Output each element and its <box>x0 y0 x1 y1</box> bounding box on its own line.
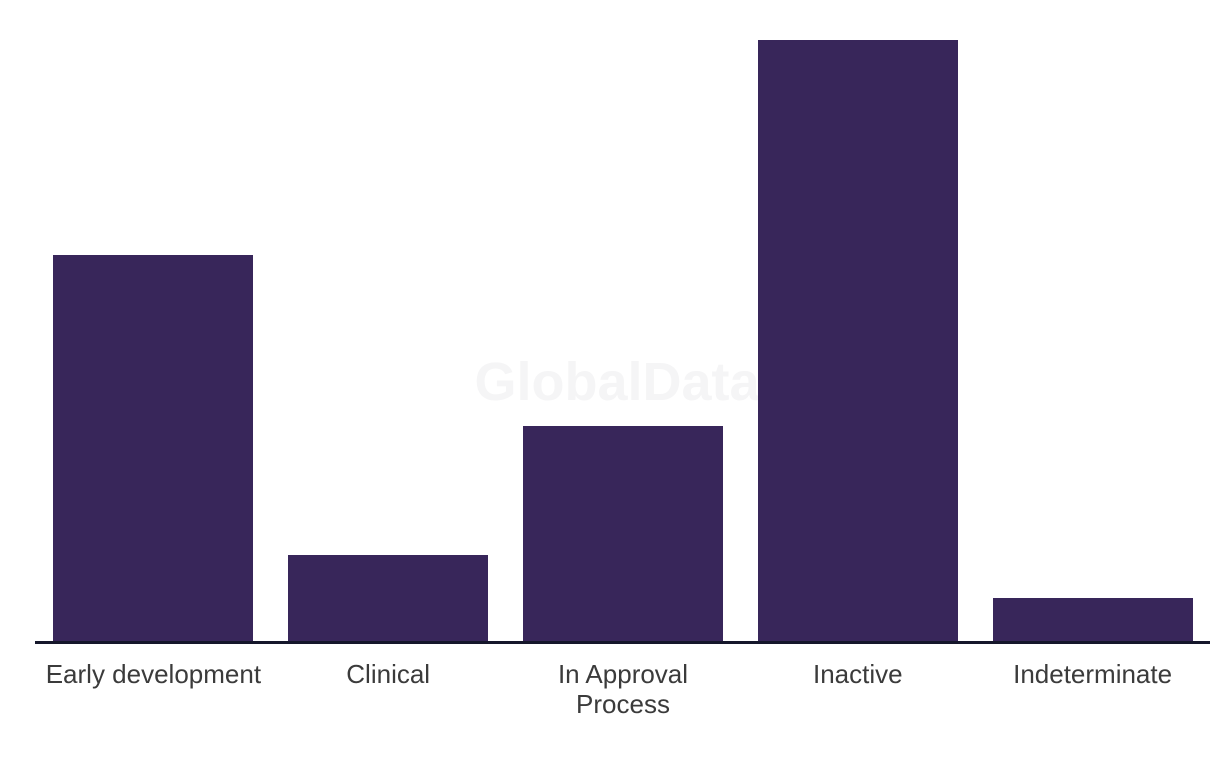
bar-in-approval-process[interactable] <box>523 426 723 641</box>
x-axis-line <box>35 641 1210 644</box>
x-axis-label-in-approval-process: In Approval Process <box>557 659 689 719</box>
x-axis-label-inactive: Inactive <box>812 659 903 689</box>
bar-clinical[interactable] <box>288 555 489 641</box>
bar-early-development[interactable] <box>53 254 254 641</box>
x-axis-label-clinical: Clinical <box>346 659 431 689</box>
bar-indeterminate[interactable] <box>992 598 1193 641</box>
x-axis-label-indeterminate: Indeterminate <box>1013 659 1173 689</box>
x-axis-label-early-development: Early development <box>45 659 262 689</box>
globaldata-watermark: GlobalData <box>474 352 760 412</box>
bar-inactive[interactable] <box>757 40 958 641</box>
